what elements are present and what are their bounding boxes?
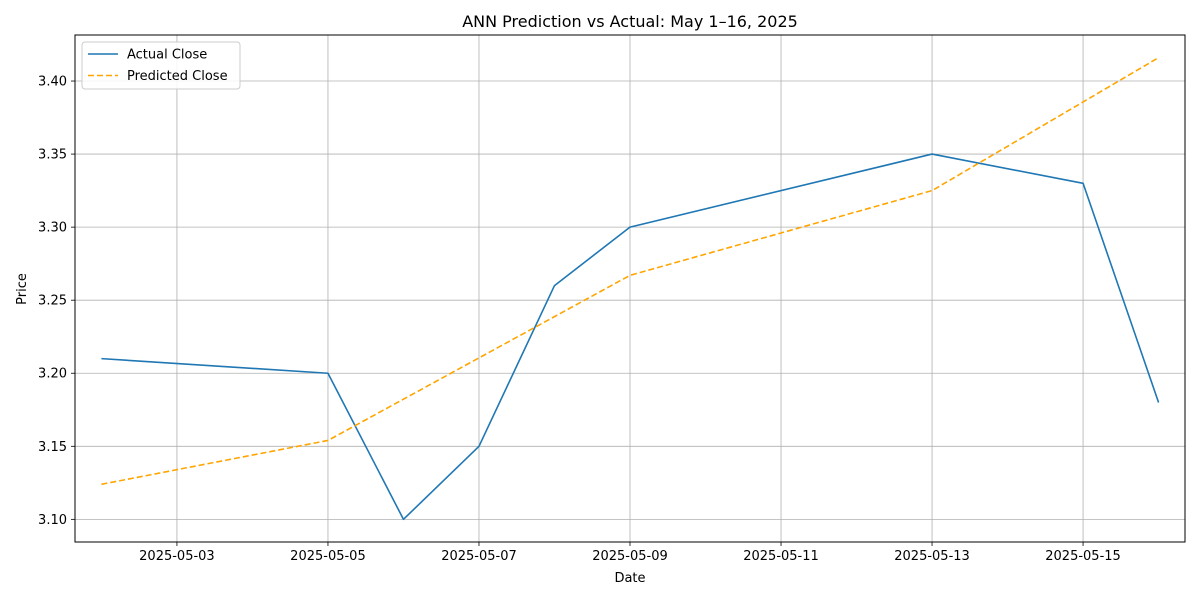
predicted-close-line xyxy=(101,56,1159,486)
x-tick-label: 2025-05-05 xyxy=(290,549,366,564)
y-tick-label: 3.20 xyxy=(38,367,67,382)
y-tick-label: 3.10 xyxy=(38,513,67,528)
legend-box xyxy=(81,41,241,90)
y-tick-label: 3.30 xyxy=(38,221,67,236)
actual-close-line xyxy=(101,153,1160,521)
y-tick-label: 3.15 xyxy=(38,440,67,455)
x-tick-label: 2025-05-07 xyxy=(441,549,517,564)
legend: Actual Close Predicted Close xyxy=(81,41,241,90)
x-tick-label: 2025-05-13 xyxy=(894,549,970,564)
y-axis-label: Price xyxy=(15,273,30,305)
legend-label: Actual Close xyxy=(127,48,207,63)
series-lines xyxy=(101,56,1160,521)
y-tick-label: 3.35 xyxy=(38,148,67,163)
y-tick-label: 3.25 xyxy=(38,294,67,309)
y-axis-ticks: 3.10 3.15 3.20 3.25 3.30 3.35 3.40 xyxy=(38,75,75,528)
x-axis-ticks: 2025-05-03 2025-05-05 2025-05-07 2025-05-09… xyxy=(139,542,1121,564)
x-axis-label: Date xyxy=(614,571,645,586)
x-tick-label: 2025-05-15 xyxy=(1045,549,1121,564)
x-tick-label: 2025-05-03 xyxy=(139,549,215,564)
x-tick-label: 2025-05-09 xyxy=(592,549,668,564)
legend-label: Predicted Close xyxy=(127,69,228,84)
y-tick-label: 3.40 xyxy=(38,75,67,90)
chart-title: ANN Prediction vs Actual: May 1–16, 2025 xyxy=(462,12,798,31)
x-tick-label: 2025-05-11 xyxy=(743,549,819,564)
grid xyxy=(75,35,1185,542)
